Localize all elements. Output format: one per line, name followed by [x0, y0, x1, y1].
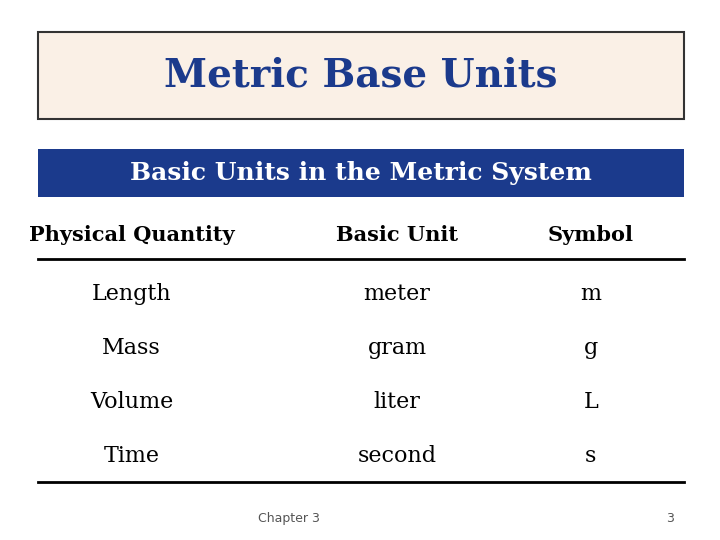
- Text: second: second: [358, 446, 436, 467]
- Text: Chapter 3: Chapter 3: [258, 512, 320, 525]
- Text: Volume: Volume: [90, 392, 174, 413]
- Text: 3: 3: [666, 512, 674, 525]
- Text: L: L: [583, 392, 598, 413]
- FancyBboxPatch shape: [38, 32, 684, 119]
- Text: s: s: [585, 446, 596, 467]
- Text: Basic Units in the Metric System: Basic Units in the Metric System: [130, 161, 592, 185]
- FancyBboxPatch shape: [38, 148, 684, 197]
- Text: Metric Base Units: Metric Base Units: [164, 57, 558, 94]
- Text: meter: meter: [364, 284, 431, 305]
- Text: Time: Time: [104, 446, 160, 467]
- Text: gram: gram: [367, 338, 427, 359]
- Text: Basic Unit: Basic Unit: [336, 225, 458, 245]
- Text: m: m: [580, 284, 601, 305]
- Text: g: g: [584, 338, 598, 359]
- Text: Physical Quantity: Physical Quantity: [29, 225, 234, 245]
- Text: liter: liter: [374, 392, 420, 413]
- Text: Symbol: Symbol: [548, 225, 634, 245]
- Text: Mass: Mass: [102, 338, 161, 359]
- Text: Length: Length: [91, 284, 171, 305]
